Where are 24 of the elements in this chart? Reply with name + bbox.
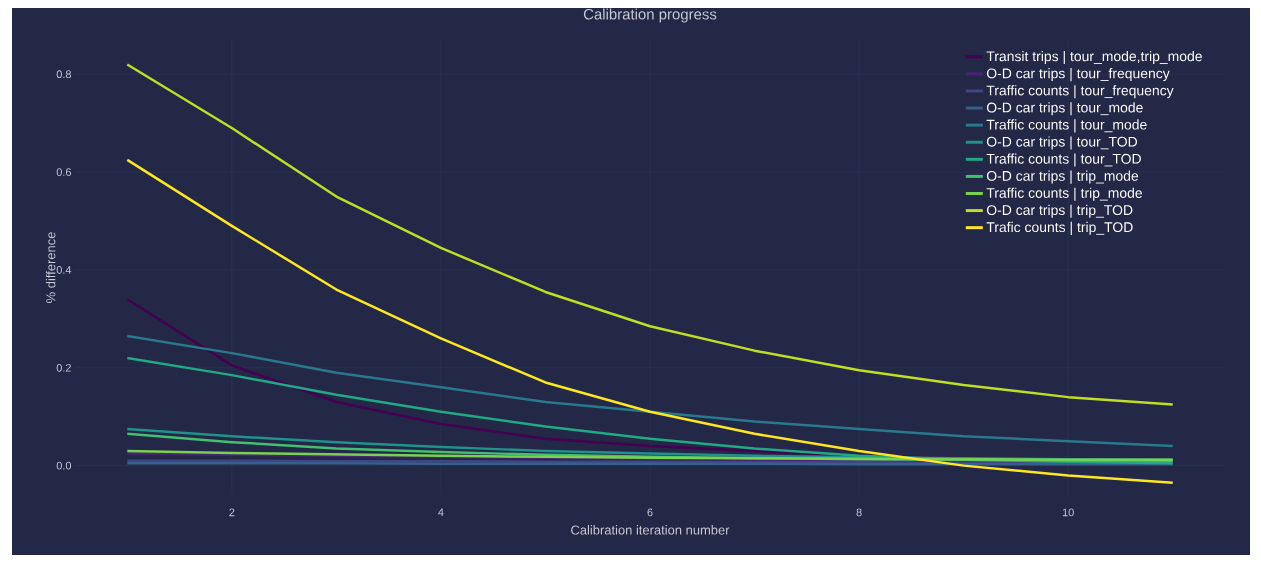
legend-label: O-D car trips | tour_TOD [986,136,1138,150]
legend-label: O-D car trips | tour_mode [986,102,1143,116]
x-tick-label: 2 [229,508,235,517]
legend-label: Trafic counts | trip_TOD [986,221,1133,235]
legend-label: Traffic counts | trip_mode [986,187,1142,201]
legend-label: Transit trips | tour_mode,trip_mode [986,51,1202,65]
legend-label: Traffic counts | tour_mode [986,119,1147,133]
x-tick-label: 10 [1062,508,1074,517]
chart-title: Calibration progress [583,8,717,23]
legend-label: Traffic counts | tour_frequency [986,85,1174,99]
y-tick-label: 0.2 [56,363,71,372]
x-tick-label: 8 [856,508,862,517]
y-axis-title: % difference [45,232,56,303]
legend-label: O-D car trips | trip_TOD [986,204,1133,218]
y-tick-label: 0.8 [56,70,72,79]
legend-label: O-D car trips | tour_frequency [986,68,1170,82]
x-tick-label: 4 [438,508,444,517]
x-axis-title: Calibration iteration number [571,525,730,535]
legend-label: Traffic counts | tour_TOD [986,153,1141,167]
legend-label: O-D car trips | trip_mode [986,170,1139,184]
y-tick-label: 0.4 [56,266,72,274]
x-tick-label: 6 [647,508,653,517]
y-tick-label: 0.0 [56,461,72,470]
y-tick-label: 0.6 [56,168,72,176]
